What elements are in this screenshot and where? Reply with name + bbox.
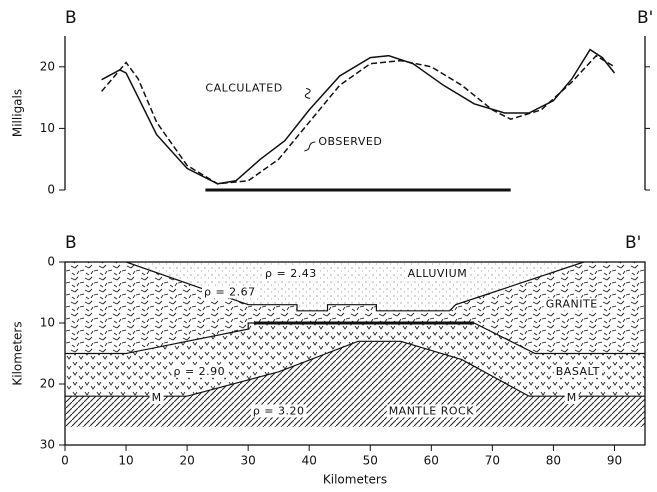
layer-label: MANTLE ROCK xyxy=(389,404,475,417)
y-tick-label: 10 xyxy=(40,316,55,330)
series-label: OBSERVED xyxy=(318,135,382,148)
section-label: B' xyxy=(637,8,653,28)
label-bg xyxy=(201,285,258,299)
section-label: B xyxy=(65,8,77,28)
layer-label: ρ = 2.90 xyxy=(173,365,225,378)
label-bg xyxy=(386,404,477,418)
leader xyxy=(304,87,311,99)
label-bg xyxy=(250,404,307,418)
section-label: B xyxy=(65,233,77,253)
x-axis-label: Kilometers xyxy=(323,473,387,487)
layer-label: BASALT xyxy=(556,365,600,378)
layer-label: M xyxy=(152,391,162,404)
x-tick-label: 0 xyxy=(61,454,69,468)
label-bg xyxy=(149,391,164,405)
y-tick-label: 20 xyxy=(40,59,55,73)
x-tick-label: 60 xyxy=(424,454,439,468)
y-tick-label: 10 xyxy=(40,121,55,135)
label-bg xyxy=(263,267,319,281)
label-bg xyxy=(564,391,579,405)
label-bg xyxy=(543,297,600,311)
y-tick-label: 20 xyxy=(40,377,55,391)
label-bg xyxy=(171,364,228,378)
y-axis-label: Kilometers xyxy=(11,321,25,385)
layer-label: ρ = 2.43 xyxy=(265,267,317,280)
section-label: B' xyxy=(625,233,641,253)
leader xyxy=(304,141,316,152)
layer-label: M xyxy=(567,391,577,404)
y-axis-label: Milligals xyxy=(11,89,25,137)
boundary xyxy=(65,340,645,397)
x-tick-label: 30 xyxy=(241,454,256,468)
label-bg xyxy=(553,364,602,378)
mantle-pattern xyxy=(65,341,645,427)
y-tick-label: 0 xyxy=(47,183,55,197)
y-tick-label: 0 xyxy=(47,255,55,269)
x-tick-label: 40 xyxy=(302,454,317,468)
x-tick-label: 80 xyxy=(546,454,561,468)
layer-label: ρ = 3.20 xyxy=(253,404,305,417)
x-tick-label: 20 xyxy=(179,454,194,468)
series-line xyxy=(101,48,616,185)
x-tick-label: 90 xyxy=(607,454,622,468)
boundary xyxy=(65,322,645,355)
x-tick-label: 50 xyxy=(363,454,378,468)
layer-label: GRANITE xyxy=(546,298,598,311)
y-tick-label: 30 xyxy=(40,438,55,452)
frame xyxy=(64,261,646,446)
x-tick-label: 70 xyxy=(485,454,500,468)
label-bg xyxy=(405,267,470,281)
boundary xyxy=(125,261,585,312)
series-label: CALCULATED xyxy=(205,81,282,94)
layer-label: ALLUVIUM xyxy=(408,267,468,280)
x-tick-label: 10 xyxy=(118,454,133,468)
series-line xyxy=(101,54,615,185)
alluvium-pattern xyxy=(126,262,584,311)
layer-label: ρ = 2.67 xyxy=(204,286,256,299)
